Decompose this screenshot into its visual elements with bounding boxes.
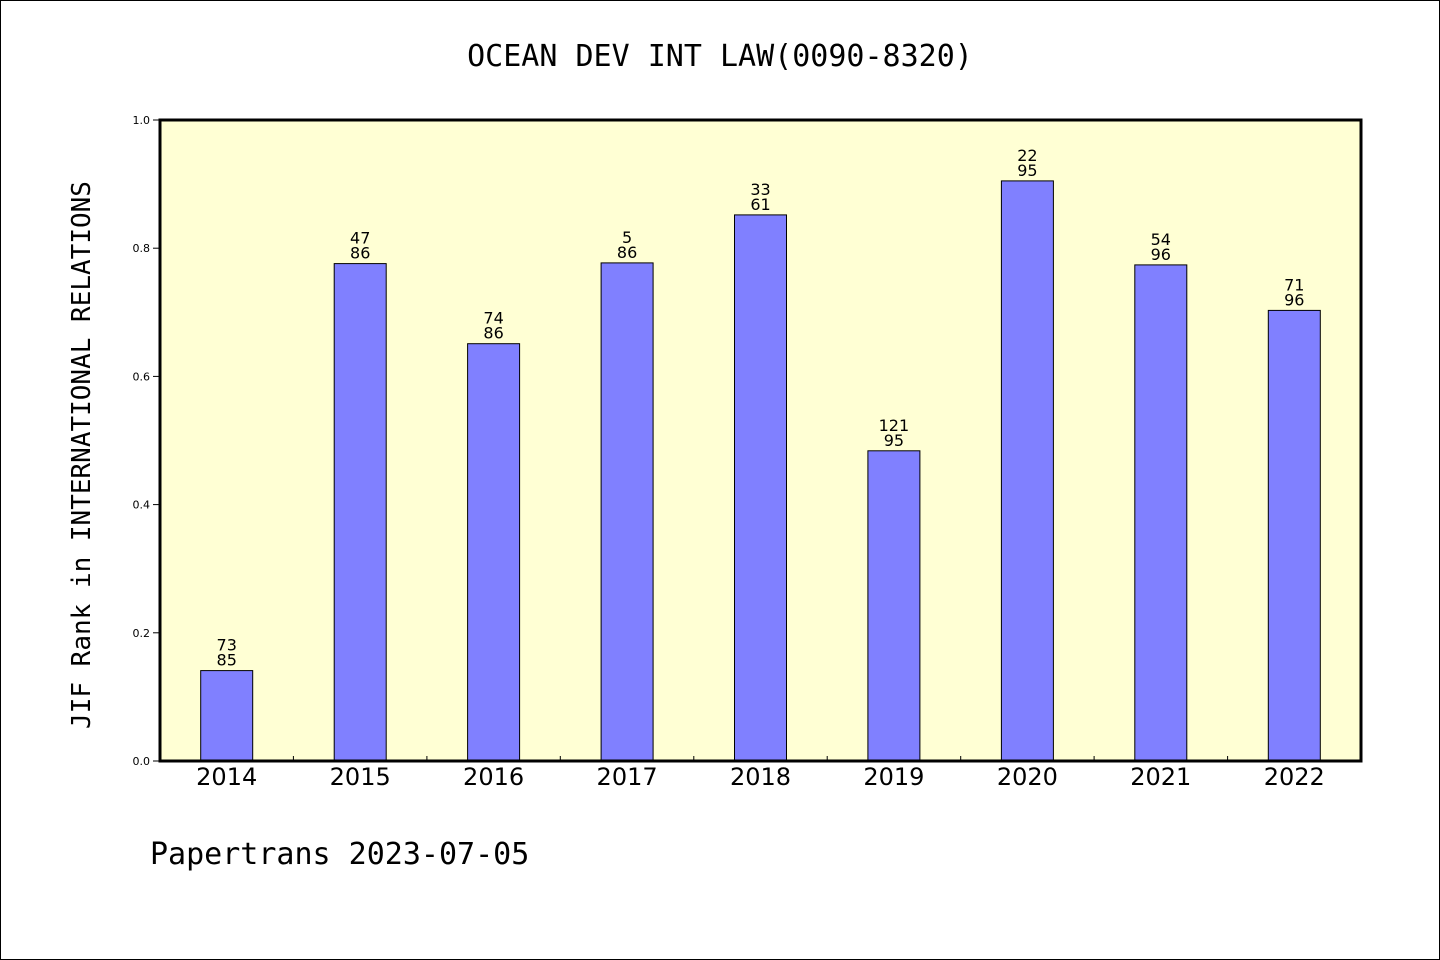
x-tick-label: 2021 bbox=[1130, 763, 1191, 791]
footer-text: Papertrans 2023-07-05 bbox=[150, 837, 529, 872]
y-tick-label: 1.0 bbox=[133, 114, 151, 127]
bar-2014 bbox=[200, 670, 254, 762]
bar-total-label: 96 bbox=[1151, 245, 1171, 264]
bar-rank-label: 22 bbox=[1017, 146, 1037, 165]
x-tick-label: 2017 bbox=[597, 763, 658, 791]
x-tick-label: 2018 bbox=[730, 763, 791, 791]
x-tick-label: 2022 bbox=[1264, 763, 1325, 791]
bar-2019 bbox=[867, 450, 921, 762]
bar-2018 bbox=[734, 214, 787, 762]
bars bbox=[200, 180, 1321, 762]
bar-rank-label: 71 bbox=[1284, 275, 1304, 294]
bar-2021 bbox=[1134, 264, 1188, 762]
bar-2016 bbox=[467, 343, 521, 762]
bar-total-label: 86 bbox=[350, 244, 370, 263]
plot-border bbox=[158, 118, 1363, 763]
y-tick-label: 0.0 bbox=[133, 755, 151, 768]
bar-2017 bbox=[600, 262, 654, 762]
bar-total-label: 86 bbox=[483, 324, 503, 343]
y-tick-label: 0.4 bbox=[133, 499, 151, 512]
y-tick-label: 0.2 bbox=[133, 627, 151, 640]
bar-rank-label: 73 bbox=[217, 636, 237, 655]
bar-rank-label: 74 bbox=[483, 309, 503, 328]
bar-rank-label: 121 bbox=[879, 416, 910, 435]
y-axis: 0.0 0.2 0.4 0.6 0.8 1.0 bbox=[133, 114, 160, 768]
chart-title: OCEAN DEV INT LAW(0090-8320) bbox=[467, 39, 973, 74]
bar-rank-label: 33 bbox=[750, 180, 770, 199]
bar-total-label: 95 bbox=[1017, 161, 1037, 180]
x-tick-label: 2020 bbox=[997, 763, 1058, 791]
bar-total-label: 95 bbox=[884, 431, 904, 450]
bar-rank-label: 47 bbox=[350, 229, 370, 248]
bar-2015 bbox=[333, 263, 387, 762]
bar-2020 bbox=[1000, 180, 1054, 762]
bar-total-label: 86 bbox=[617, 243, 637, 262]
y-axis-label: JIF Rank in INTERNATIONAL RELATIONS bbox=[67, 181, 97, 729]
bar-rank-label: 5 bbox=[622, 228, 632, 247]
bar-rank-label: 54 bbox=[1151, 230, 1171, 249]
x-tick-label: 2019 bbox=[863, 763, 924, 791]
x-axis: 2014 2015 2016 2017 2018 2019 2020 2021 2022 bbox=[196, 756, 1325, 791]
bar-2022 bbox=[1267, 309, 1321, 762]
y-tick-label: 0.6 bbox=[133, 370, 151, 383]
x-tick-label: 2016 bbox=[463, 763, 524, 791]
bar-total-label: 85 bbox=[217, 651, 237, 670]
x-tick-label: 2014 bbox=[196, 763, 257, 791]
bar-total-label: 96 bbox=[1284, 290, 1304, 309]
y-tick-label: 0.8 bbox=[133, 242, 151, 255]
x-tick-label: 2015 bbox=[330, 763, 391, 791]
bar-total-label: 61 bbox=[750, 195, 770, 214]
